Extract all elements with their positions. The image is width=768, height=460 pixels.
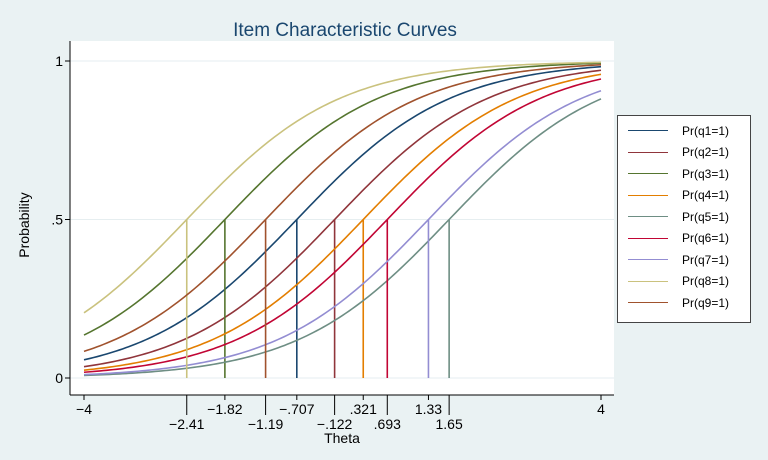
- legend: Pr(q1=1) Pr(q2=1) Pr(q3=1) Pr(q4=1) Pr(q5=1)…: [617, 115, 751, 323]
- x-tick-label: −1.82: [207, 401, 243, 417]
- legend-label: Pr(q4=1): [682, 188, 730, 203]
- series-curve: [83, 64, 602, 353]
- series-curve: [83, 73, 602, 371]
- legend-swatch: [628, 194, 668, 196]
- legend-swatch: [628, 216, 668, 218]
- x-tick-label: −.122: [317, 416, 353, 432]
- y-tick-label: 0: [55, 370, 63, 386]
- legend-swatch: [628, 173, 668, 175]
- legend-label: Pr(q3=1): [682, 166, 730, 181]
- legend-item: Pr(q6=1): [618, 228, 750, 250]
- series-curve: [83, 65, 602, 361]
- legend-label: Pr(q1=1): [682, 123, 730, 138]
- legend-swatch: [628, 130, 668, 132]
- series-curve: [83, 61, 602, 314]
- legend-swatch: [628, 280, 668, 282]
- legend-item: Pr(q3=1): [618, 163, 750, 185]
- x-tick-label: 1.65: [436, 416, 463, 432]
- series-curve: [83, 98, 602, 377]
- legend-item: Pr(q1=1): [618, 120, 750, 142]
- legend-label: Pr(q5=1): [682, 209, 730, 224]
- legend-swatch: [628, 302, 668, 304]
- legend-item: Pr(q2=1): [618, 142, 750, 164]
- chart-title: Item Characteristic Curves: [233, 20, 457, 41]
- plot-background: [70, 41, 614, 395]
- legend-swatch: [628, 237, 668, 239]
- legend-swatch: [628, 259, 668, 261]
- x-tick-label: −2.41: [169, 416, 205, 432]
- legend-label: Pr(q9=1): [682, 295, 730, 310]
- x-tick-label: −.707: [279, 401, 315, 417]
- x-tick-label: .321: [350, 401, 377, 417]
- y-tick-label: .5: [51, 212, 63, 228]
- series-curve: [83, 69, 602, 368]
- series-curve: [83, 89, 602, 376]
- x-tick-label: 1.33: [415, 401, 442, 417]
- x-tick-label: .693: [374, 416, 401, 432]
- x-tick-label: 4: [597, 401, 605, 417]
- legend-label: Pr(q7=1): [682, 252, 730, 267]
- legend-item: Pr(q4=1): [618, 185, 750, 207]
- y-tick-label: 1: [55, 53, 63, 69]
- series-curve: [83, 62, 602, 336]
- series-curve: [83, 78, 602, 374]
- legend-item: Pr(q9=1): [618, 292, 750, 314]
- legend-label: Pr(q2=1): [682, 145, 730, 160]
- x-tick-label: −1.19: [248, 416, 284, 432]
- legend-item: Pr(q5=1): [618, 206, 750, 228]
- legend-item: Pr(q8=1): [618, 271, 750, 293]
- legend-label: Pr(q8=1): [682, 274, 730, 289]
- legend-swatch: [628, 151, 668, 153]
- x-tick-label: −4: [76, 401, 92, 417]
- legend-item: Pr(q7=1): [618, 249, 750, 271]
- legend-label: Pr(q6=1): [682, 231, 730, 246]
- x-axis-label: Theta: [324, 430, 360, 446]
